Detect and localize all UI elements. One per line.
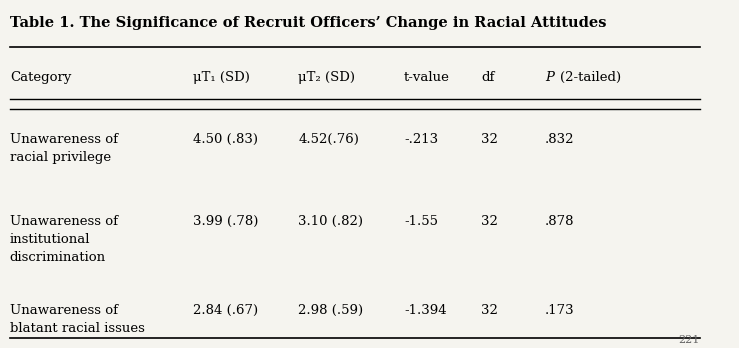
Text: .832: .832 (545, 133, 574, 146)
Text: Category: Category (10, 71, 71, 84)
Text: -1.394: -1.394 (404, 304, 446, 317)
Text: 32: 32 (481, 133, 498, 146)
Text: .173: .173 (545, 304, 574, 317)
Text: 32: 32 (481, 215, 498, 228)
Text: μT₁ (SD): μT₁ (SD) (193, 71, 250, 84)
Text: -1.55: -1.55 (404, 215, 438, 228)
Text: t-value: t-value (404, 71, 450, 84)
Text: Table 1. The Significance of Recruit Officers’ Change in Racial Attitudes: Table 1. The Significance of Recruit Off… (10, 16, 606, 31)
Text: 2.84 (.67): 2.84 (.67) (193, 304, 258, 317)
Text: P: P (545, 71, 554, 84)
Text: Unawareness of
racial privilege: Unawareness of racial privilege (10, 133, 118, 164)
Text: 3.10 (.82): 3.10 (.82) (299, 215, 364, 228)
Text: 4.52(.76): 4.52(.76) (299, 133, 359, 146)
Text: 221: 221 (678, 335, 700, 345)
Text: 2.98 (.59): 2.98 (.59) (299, 304, 364, 317)
Text: 3.99 (.78): 3.99 (.78) (193, 215, 258, 228)
Text: 32: 32 (481, 304, 498, 317)
Text: .878: .878 (545, 215, 574, 228)
Text: Unawareness of
institutional
discrimination: Unawareness of institutional discriminat… (10, 215, 118, 264)
Text: Unawareness of
blatant racial issues: Unawareness of blatant racial issues (10, 304, 145, 335)
Text: μT₂ (SD): μT₂ (SD) (299, 71, 355, 84)
Text: (2-tailed): (2-tailed) (560, 71, 621, 84)
Text: df: df (481, 71, 495, 84)
Text: -.213: -.213 (404, 133, 438, 146)
Text: 4.50 (.83): 4.50 (.83) (193, 133, 258, 146)
